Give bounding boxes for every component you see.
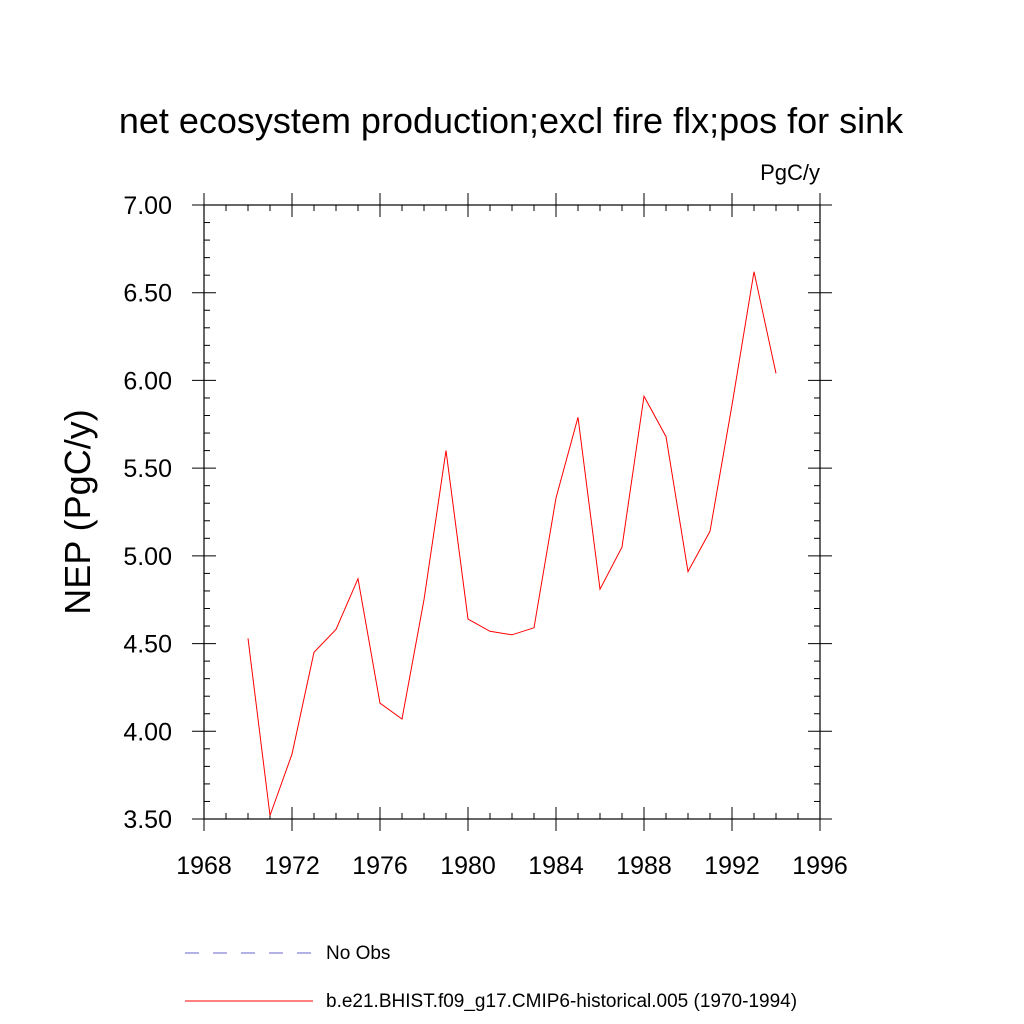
- x-tick-label: 1968: [176, 852, 232, 880]
- y-tick-label: 4.00: [123, 718, 172, 746]
- x-tick-label: 1972: [264, 852, 320, 880]
- axis-ticks: [192, 193, 832, 831]
- y-tick-label: 6.00: [123, 367, 172, 395]
- y-tick-label: 3.50: [123, 806, 172, 834]
- legend-label-no-obs: No Obs: [326, 943, 390, 964]
- y-tick-label: 4.50: [123, 631, 172, 659]
- x-tick-label: 1976: [352, 852, 408, 880]
- legend-label-model: b.e21.BHIST.f09_g17.CMIP6-historical.005…: [326, 991, 797, 1012]
- x-tick-label: 1980: [440, 852, 496, 880]
- x-tick-label: 1988: [616, 852, 672, 880]
- y-tick-label: 5.00: [123, 543, 172, 571]
- series-group: [247, 271, 777, 816]
- x-tick-label: 1992: [704, 852, 760, 880]
- y-axis-label: NEP (PgC/y): [57, 409, 98, 614]
- y-tick-label: 6.50: [123, 280, 172, 308]
- series-line: [247, 271, 777, 816]
- legend: No Obs b.e21.BHIST.f09_g17.CMIP6-histori…: [185, 943, 797, 1012]
- chart-title: net ecosystem production;excl fire flx;p…: [119, 100, 904, 141]
- plot-frame: [203, 204, 821, 820]
- y-tick-label: 5.50: [123, 455, 172, 483]
- axis-tick-labels: 1968 1972 1976 1980 1984 1988 1992 1996 3.50 4.00…: [123, 192, 847, 880]
- units-label: PgC/y: [760, 160, 820, 185]
- y-tick-label: 7.00: [123, 192, 172, 220]
- x-tick-label: 1996: [792, 852, 848, 880]
- x-tick-label: 1984: [528, 852, 584, 880]
